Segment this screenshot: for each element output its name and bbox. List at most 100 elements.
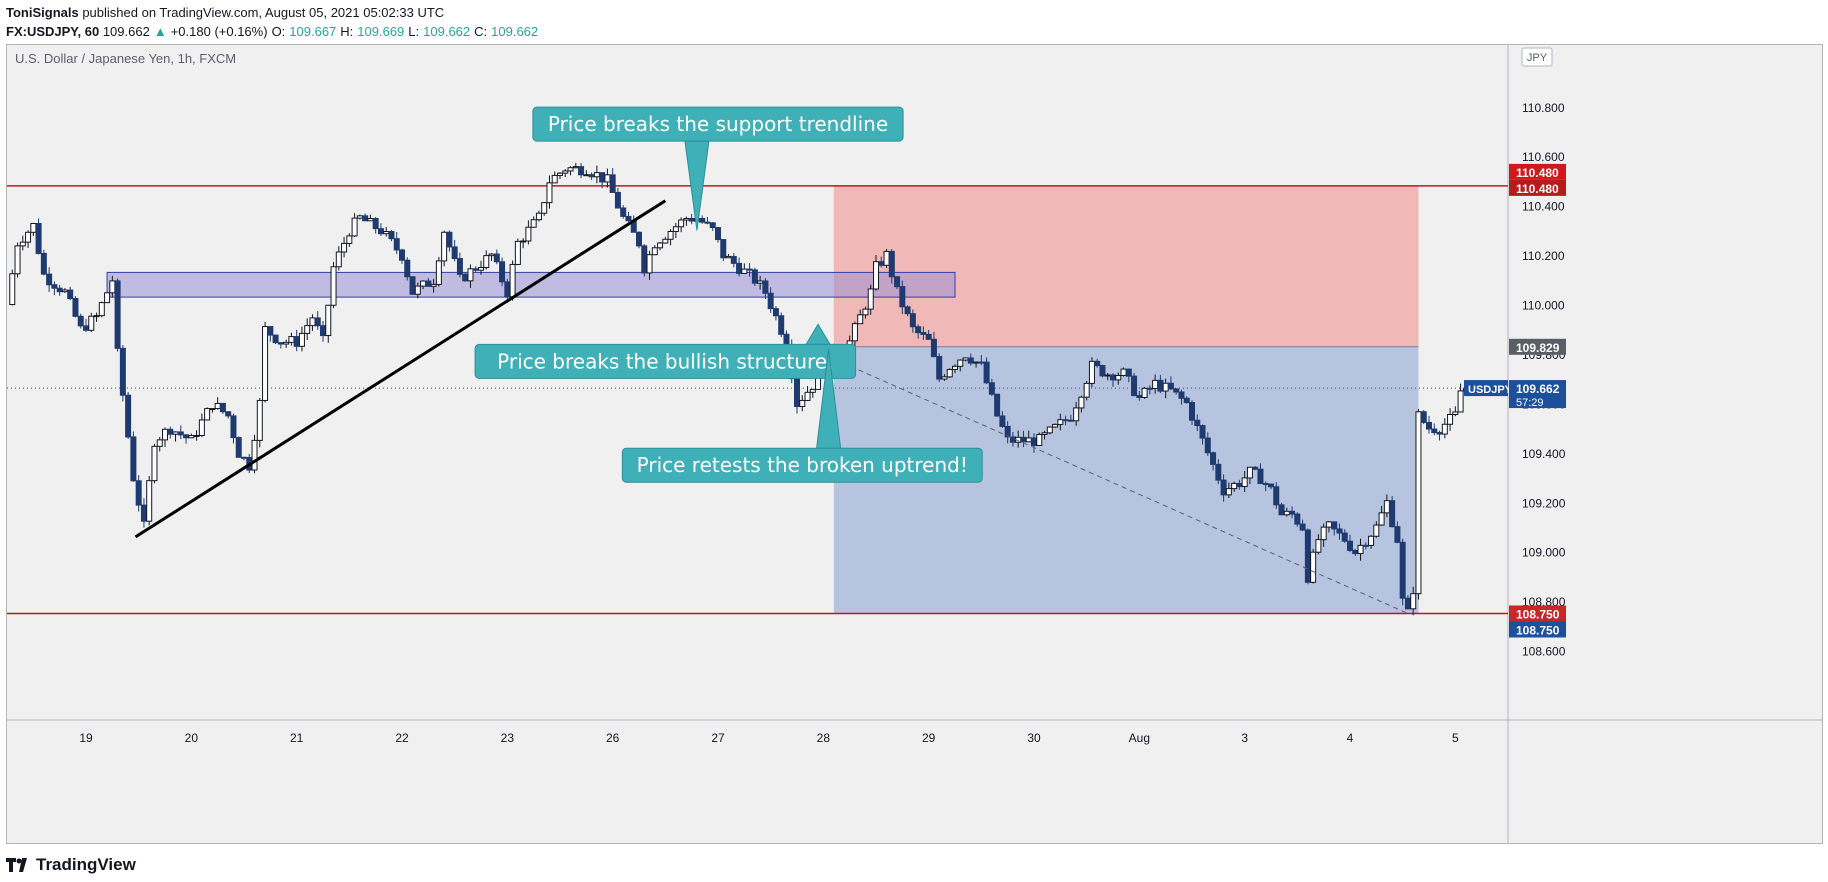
- candle-body: [314, 317, 321, 327]
- candle-body: [320, 325, 326, 337]
- candle-body: [804, 391, 811, 401]
- candle-body: [93, 315, 100, 318]
- candle-body: [183, 434, 190, 439]
- candle-body: [119, 347, 126, 396]
- candle-body: [1141, 387, 1148, 398]
- price-chart[interactable]: U.S. Dollar / Japanese Yen, 1h, FXCM Pric…: [7, 45, 1822, 843]
- support-label-a-bg: [1509, 605, 1566, 622]
- candle-body: [114, 280, 121, 349]
- annotation-box: [532, 106, 904, 142]
- candle-body: [1009, 436, 1016, 443]
- projection-line: [833, 358, 1409, 614]
- candle-body: [1088, 360, 1095, 384]
- candle-body: [725, 255, 732, 259]
- candle-body: [40, 252, 47, 275]
- countdown-label: 57:29: [1516, 397, 1544, 409]
- candle-body: [262, 326, 269, 401]
- candle-body: [30, 222, 37, 233]
- candle-body: [1078, 396, 1085, 409]
- x-tick-label: 20: [185, 731, 199, 745]
- symbol-tag-bg: [1464, 380, 1508, 397]
- candle-body: [741, 268, 748, 274]
- candle-body: [198, 419, 205, 436]
- candle-body: [1104, 374, 1111, 377]
- candle-body: [35, 222, 42, 254]
- publisher-name[interactable]: ToniSignals: [6, 5, 79, 20]
- candle-body: [356, 215, 363, 219]
- candle-body: [546, 182, 553, 204]
- support-label-b-bg: [1509, 621, 1566, 638]
- candle-body: [167, 428, 174, 435]
- publish-line: ToniSignals published on TradingView.com…: [6, 3, 542, 22]
- candle-body: [1457, 390, 1464, 413]
- x-tick-label: 23: [501, 731, 515, 745]
- candle-body: [535, 212, 542, 221]
- candle-body: [904, 306, 911, 315]
- candle-body: [383, 231, 390, 235]
- annotation-callout: Price breaks the support trendline: [532, 106, 904, 231]
- logo-text: TradingView: [36, 855, 136, 874]
- resistance-label-a: 110.480: [1516, 166, 1559, 180]
- candle-body: [1373, 524, 1380, 537]
- high-label: H:: [340, 24, 354, 39]
- candle-body: [1204, 437, 1211, 454]
- candle-body: [1378, 512, 1385, 526]
- candle-body: [125, 394, 132, 438]
- candle-body: [277, 342, 284, 345]
- candle-body: [309, 317, 316, 327]
- y-tick-label: 110.800: [1522, 101, 1565, 115]
- candle-body: [525, 226, 532, 242]
- candle-body: [1067, 419, 1074, 422]
- candle-body: [730, 255, 737, 264]
- candle-body: [715, 227, 721, 241]
- candle-body: [88, 315, 95, 331]
- chart-panel[interactable]: U.S. Dollar / Japanese Yen, 1h, FXCM Pric…: [6, 44, 1823, 844]
- candle-body: [1094, 360, 1101, 367]
- candle-body: [19, 241, 26, 247]
- candle-body: [988, 382, 995, 395]
- tradingview-logo-icon: [6, 858, 32, 872]
- candle-body: [399, 249, 405, 261]
- x-tick-label: 29: [922, 731, 936, 745]
- candle-body: [794, 378, 800, 408]
- candle-body: [509, 263, 516, 298]
- candle-body: [446, 231, 453, 248]
- candle-body: [61, 289, 68, 293]
- candle-body: [1362, 544, 1369, 547]
- candle-body: [999, 415, 1006, 427]
- close-label: C:: [474, 24, 488, 39]
- candle-body: [67, 289, 74, 300]
- candle-body: [1410, 593, 1417, 610]
- candle-body: [1441, 423, 1448, 435]
- candle-body: [1152, 379, 1159, 389]
- currency-badge-text: JPY: [1527, 52, 1548, 64]
- candle-body: [1062, 419, 1069, 422]
- candle-body: [799, 399, 806, 408]
- candle-body: [967, 357, 974, 364]
- annotation-text: Price breaks the bullish structure.: [497, 349, 833, 373]
- candle-body: [1210, 452, 1217, 465]
- tradingview-logo[interactable]: TradingView: [6, 854, 136, 876]
- candle-body: [77, 315, 84, 327]
- candle-body: [367, 218, 374, 222]
- stop-loss-zone: [833, 185, 1419, 347]
- candle-body: [146, 480, 153, 522]
- candle-body: [267, 326, 274, 336]
- candle-body: [156, 439, 163, 447]
- candle-body: [1189, 402, 1195, 421]
- candle-body: [873, 261, 879, 290]
- candle-body: [1331, 521, 1338, 530]
- y-tick-label: 109.200: [1522, 496, 1566, 510]
- candle-body: [172, 431, 179, 435]
- candle-body: [704, 221, 711, 224]
- candle-body: [520, 240, 527, 243]
- candle-body: [878, 261, 885, 266]
- chart-title: U.S. Dollar / Japanese Yen, 1h, FXCM: [15, 51, 236, 66]
- candle-body: [9, 273, 16, 306]
- candle-body: [425, 280, 432, 287]
- y-tick-label: 110.600: [1522, 150, 1565, 164]
- candle-body: [562, 170, 569, 174]
- candle-body: [1315, 539, 1322, 553]
- candle-body: [214, 402, 221, 410]
- high-value: 109.669: [357, 24, 405, 39]
